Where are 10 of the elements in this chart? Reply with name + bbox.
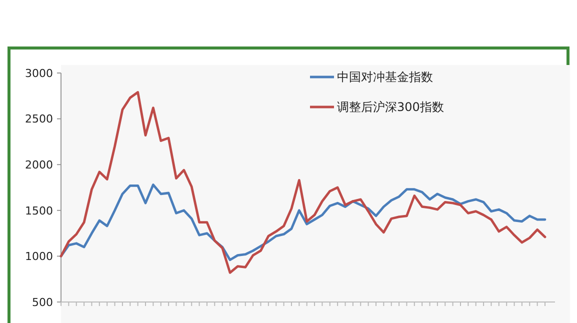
legend-label: 调整后沪深300指数 <box>337 100 444 114</box>
y-tick-label: 3000 <box>25 66 53 80</box>
y-tick-label: 1000 <box>25 250 53 264</box>
y-tick-label: 500 <box>32 296 53 309</box>
y-tick-label: 2500 <box>25 112 53 126</box>
y-tick-label: 2000 <box>25 158 53 172</box>
y-tick-label: 1500 <box>25 204 53 218</box>
line-series <box>60 91 546 274</box>
line-series <box>60 184 546 262</box>
legend-label: 中国对冲基金指数 <box>337 70 433 84</box>
